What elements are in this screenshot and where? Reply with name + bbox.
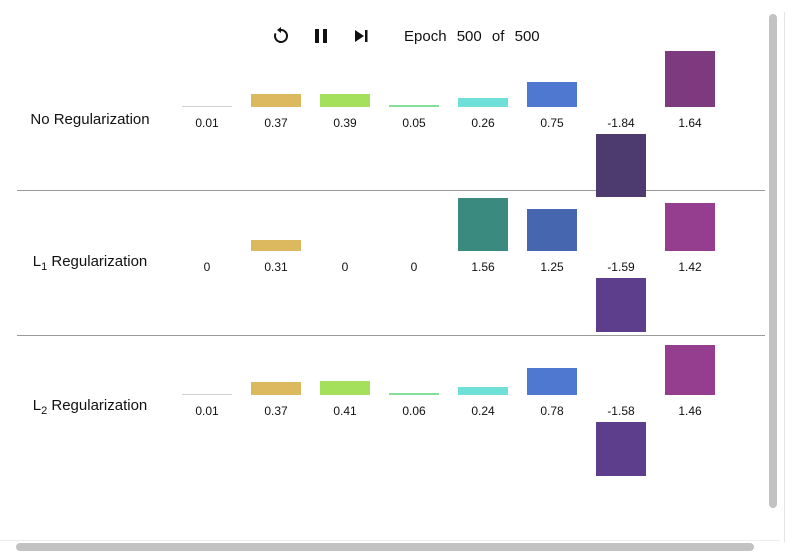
weight-bar	[320, 93, 370, 107]
row-label-no-regularization: No Regularization	[10, 111, 170, 128]
weight-bar	[320, 381, 370, 395]
weight-value: 0.41	[333, 404, 357, 418]
row-label-main: No Regularization	[30, 111, 150, 128]
weight-bar	[182, 394, 232, 395]
step-forward-icon[interactable]	[350, 25, 372, 47]
epoch-readout: Epoch 500 of 500	[404, 28, 546, 45]
weight-bar	[458, 98, 508, 107]
weight-value: 0.78	[540, 404, 564, 418]
weight-bar	[596, 422, 646, 476]
weight-value: 1.46	[678, 404, 702, 418]
weight-bar	[251, 240, 301, 251]
row-label-main: L	[32, 397, 42, 414]
epoch-current: 500	[456, 27, 482, 45]
weight-bar	[527, 208, 577, 251]
row-divider	[17, 190, 765, 191]
weight-value: -1.59	[607, 260, 635, 274]
weight-bar	[458, 386, 508, 395]
weight-value: 0.01	[195, 404, 219, 418]
row-label-l1: L1 Regularization	[10, 253, 170, 273]
weight-value: -1.84	[607, 116, 635, 130]
weight-value: 1.64	[678, 116, 702, 130]
weight-bar	[596, 278, 646, 333]
weight-value: 0.26	[471, 116, 495, 130]
weight-value: -1.58	[607, 404, 635, 418]
row-label-subscript: 1	[41, 261, 48, 273]
weight-value: 0.01	[195, 116, 219, 130]
row-divider	[17, 335, 765, 336]
weight-bar	[251, 94, 301, 107]
weight-value: 0.06	[402, 404, 426, 418]
weight-bar	[389, 105, 439, 107]
weight-value: 0	[341, 260, 349, 274]
row-label-l2: L2 Regularization	[10, 397, 170, 417]
weight-bar	[527, 81, 577, 107]
weight-value: 0.31	[264, 260, 288, 274]
weight-value: 0.37	[264, 404, 288, 418]
epoch-label: Epoch	[404, 27, 447, 45]
row-label-suffix: Regularization	[47, 397, 148, 414]
weight-value: 0.24	[471, 404, 495, 418]
frame-border	[784, 12, 785, 542]
weight-value: 0.37	[264, 116, 288, 130]
weight-value: 0	[203, 260, 211, 274]
horizontal-scrollbar[interactable]	[16, 543, 754, 551]
weight-bar	[182, 106, 232, 107]
weight-value: 0.39	[333, 116, 357, 130]
playback-controls: Epoch 500 of 500	[270, 22, 546, 50]
weight-bar	[389, 392, 439, 395]
weight-value: 1.56	[471, 260, 495, 274]
weight-bar	[596, 134, 646, 197]
vertical-scrollbar[interactable]	[769, 14, 777, 508]
weight-bar	[665, 202, 715, 251]
weight-bar	[251, 382, 301, 395]
weight-bar	[458, 197, 508, 251]
weight-bar	[665, 51, 715, 107]
weight-value: 1.25	[540, 260, 564, 274]
epoch-total: 500	[514, 27, 540, 45]
weight-value: 0	[410, 260, 418, 274]
row-label-suffix: Regularization	[47, 253, 148, 270]
row-label-subscript: 2	[41, 405, 48, 417]
weight-bar	[527, 368, 577, 395]
weight-value: 0.05	[402, 116, 426, 130]
row-label-main: L	[32, 253, 42, 270]
pause-icon[interactable]	[310, 25, 332, 47]
weight-bar	[665, 345, 715, 395]
weight-value: 0.75	[540, 116, 564, 130]
restart-icon[interactable]	[270, 25, 292, 47]
weight-value: 1.42	[678, 260, 702, 274]
frame-border	[0, 540, 780, 541]
epoch-of: of	[491, 27, 505, 45]
